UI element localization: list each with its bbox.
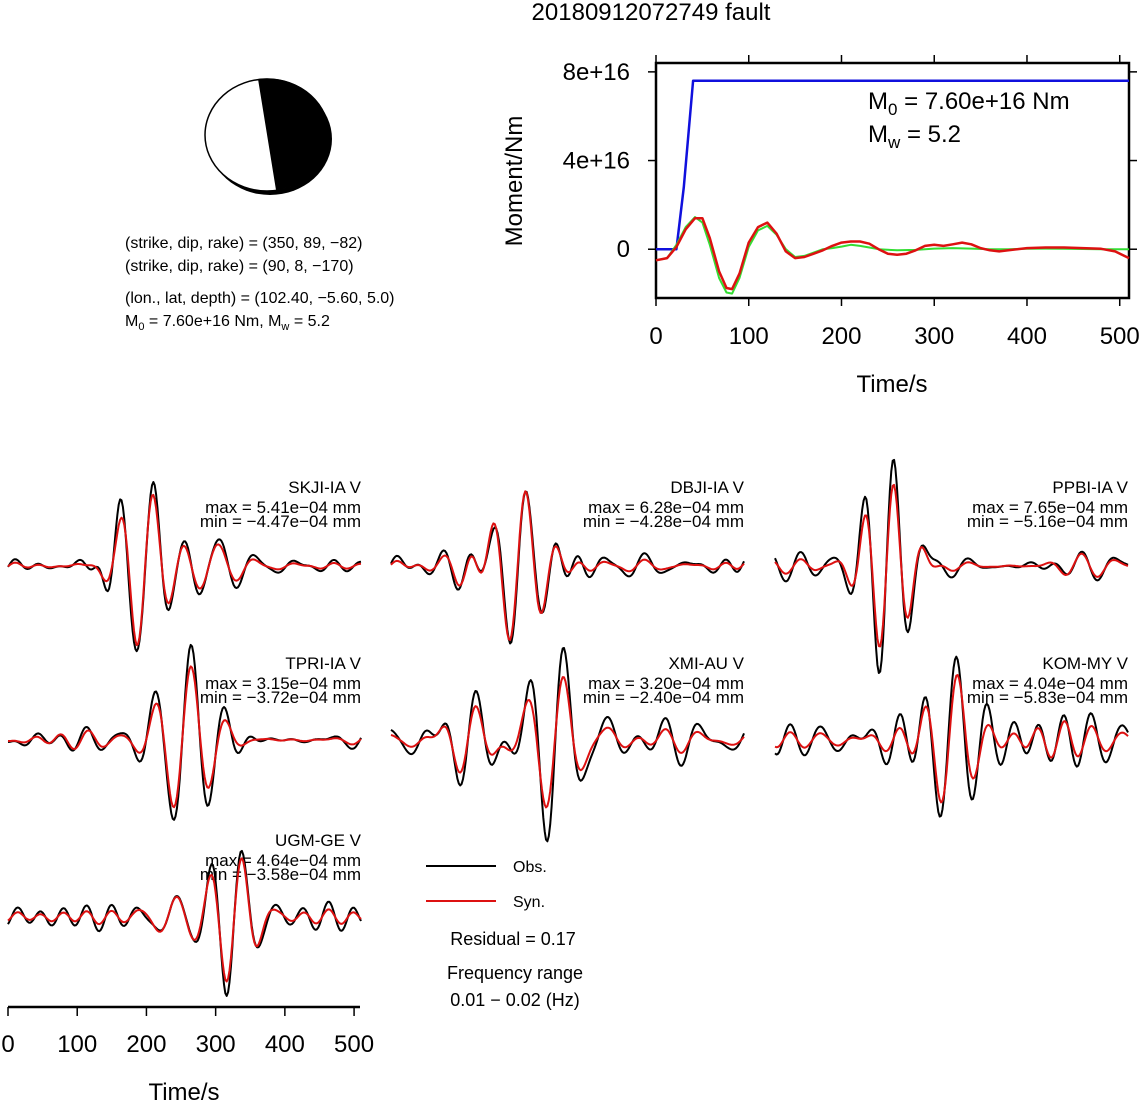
station-min: min = −3.58e−04 mm: [200, 865, 361, 884]
moment-curve: [656, 79, 1129, 251]
waveform-x-tick-label: 200: [126, 1031, 166, 1058]
station-name: TPRI-IA V: [285, 654, 361, 673]
frequency-range-title: Frequency range: [447, 963, 583, 983]
station-min: min = −5.16e−04 mm: [967, 512, 1128, 531]
m0-annot-symbol: M: [868, 88, 888, 115]
moment-x-tick-label: 100: [729, 323, 769, 350]
beachball-compressional-quadrant: [258, 78, 330, 190]
station-max: max = 3.15e−04 mm: [205, 674, 361, 693]
m0-annot-text: = 7.60e+16 Nm: [897, 88, 1069, 115]
synthetic-trace: [390, 676, 745, 809]
mw-annotation: Mw = 5.2: [868, 121, 961, 152]
moment-plot-frame: [654, 61, 1131, 300]
m0-symbol: M: [125, 313, 138, 330]
moment-axes: 0 100 200 300 400 500 0 4e+16 8e+16: [563, 55, 1140, 350]
station-min: min = −2.40e−04 mm: [583, 688, 744, 707]
source-function-red-line: [655, 216, 1130, 291]
synthetic-trace: [7, 493, 362, 647]
station-min: min = −4.28e−04 mm: [583, 512, 744, 531]
station-name: XMI-AU V: [668, 654, 744, 673]
m0-annot-subscript: 0: [888, 100, 897, 119]
station-name: KOM-MY V: [1042, 654, 1128, 673]
moment-x-tick-label: 500: [1100, 323, 1140, 350]
mw-annot-text: = 5.2: [900, 121, 961, 148]
m0-annotation: M0 = 7.60e+16 Nm: [868, 88, 1070, 119]
moment-y-tick-label: 8e+16: [563, 59, 630, 86]
focal-mechanism-info: (strike, dip, rake) = (350, 89, −82) (st…: [125, 235, 395, 333]
synthetic-trace: [390, 490, 745, 641]
station-name: UGM-GE V: [275, 831, 362, 850]
waveform-x-tick-label: 400: [265, 1031, 305, 1058]
frequency-range-value: 0.01 − 0.02 (Hz): [450, 990, 580, 1010]
waveform-time-axis: Time/s 0 100 200 300 400 500: [1, 1005, 374, 1104]
station-min: min = −5.83e−04 mm: [967, 688, 1128, 707]
station-name: SKJI-IA V: [288, 478, 361, 497]
legend-syn-label: Syn.: [513, 894, 545, 911]
m0-subscript: 0: [138, 321, 144, 333]
moment-x-axis-label: Time/s: [856, 371, 927, 398]
moment-y-tick-label: 0: [617, 236, 630, 263]
mw-subscript: w: [280, 321, 289, 333]
mw-annot-subscript: w: [887, 133, 901, 152]
station-min: min = −3.72e−04 mm: [200, 688, 361, 707]
beachball: [204, 78, 332, 195]
moment-lines: [655, 79, 1130, 295]
waveform-x-axis-label: Time/s: [148, 1079, 219, 1104]
waveform-x-tick-label: 0: [1, 1031, 14, 1058]
hypocenter-location: (lon., lat, depth) = (102.40, −5.60, 5.0…: [125, 290, 395, 307]
legend: Obs. Syn. Residual = 0.17 Frequency rang…: [426, 859, 583, 1010]
moment-x-tick-label: 300: [914, 323, 954, 350]
waveform-x-tick-label: 500: [334, 1031, 374, 1058]
station-max: max = 4.04e−04 mm: [972, 674, 1128, 693]
nodal-plane-1: (strike, dip, rake) = (350, 89, −82): [125, 235, 362, 252]
figure-title: 20180912072749 fault: [532, 0, 771, 26]
moment-x-tick-label: 0: [649, 323, 662, 350]
station-max: max = 6.28e−04 mm: [588, 498, 744, 517]
synthetic-trace: [8, 665, 362, 809]
moment-summary: M0 = 7.60e+16 Nm, Mw = 5.2: [125, 313, 330, 333]
residual-text: Residual = 0.17: [450, 929, 576, 949]
moment-x-tick-label: 400: [1007, 323, 1047, 350]
synthetic-trace: [7, 857, 362, 983]
station-max: max = 5.41e−04 mm: [205, 498, 361, 517]
m0-text: = 7.60e+16 Nm, M: [144, 313, 281, 330]
nodal-plane-2: (strike, dip, rake) = (90, 8, −170): [125, 258, 354, 275]
moment-y-tick-label: 4e+16: [563, 148, 630, 175]
synthetic-trace: [774, 483, 1129, 648]
station-max: max = 7.65e−04 mm: [972, 498, 1128, 517]
station-max: max = 3.20e−04 mm: [588, 674, 744, 693]
station-name: DBJI-IA V: [670, 478, 744, 497]
synthetic-trace: [774, 674, 1129, 804]
legend-obs-label: Obs.: [513, 859, 547, 876]
moment-y-axis-label: Moment/Nm: [501, 116, 528, 247]
station-min: min = −4.47e−04 mm: [200, 512, 361, 531]
station-name: PPBI-IA V: [1052, 478, 1128, 497]
mw-annot-symbol: M: [868, 121, 888, 148]
mw-text: = 5.2: [289, 313, 330, 330]
waveform-x-tick-label: 100: [57, 1031, 97, 1058]
moment-x-tick-label: 200: [821, 323, 861, 350]
moment-chart: 0 100 200 300 400 500 0 4e+16 8e+16 Moment/Nm Ti…: [501, 55, 1140, 398]
waveform-x-tick-label: 300: [196, 1031, 236, 1058]
